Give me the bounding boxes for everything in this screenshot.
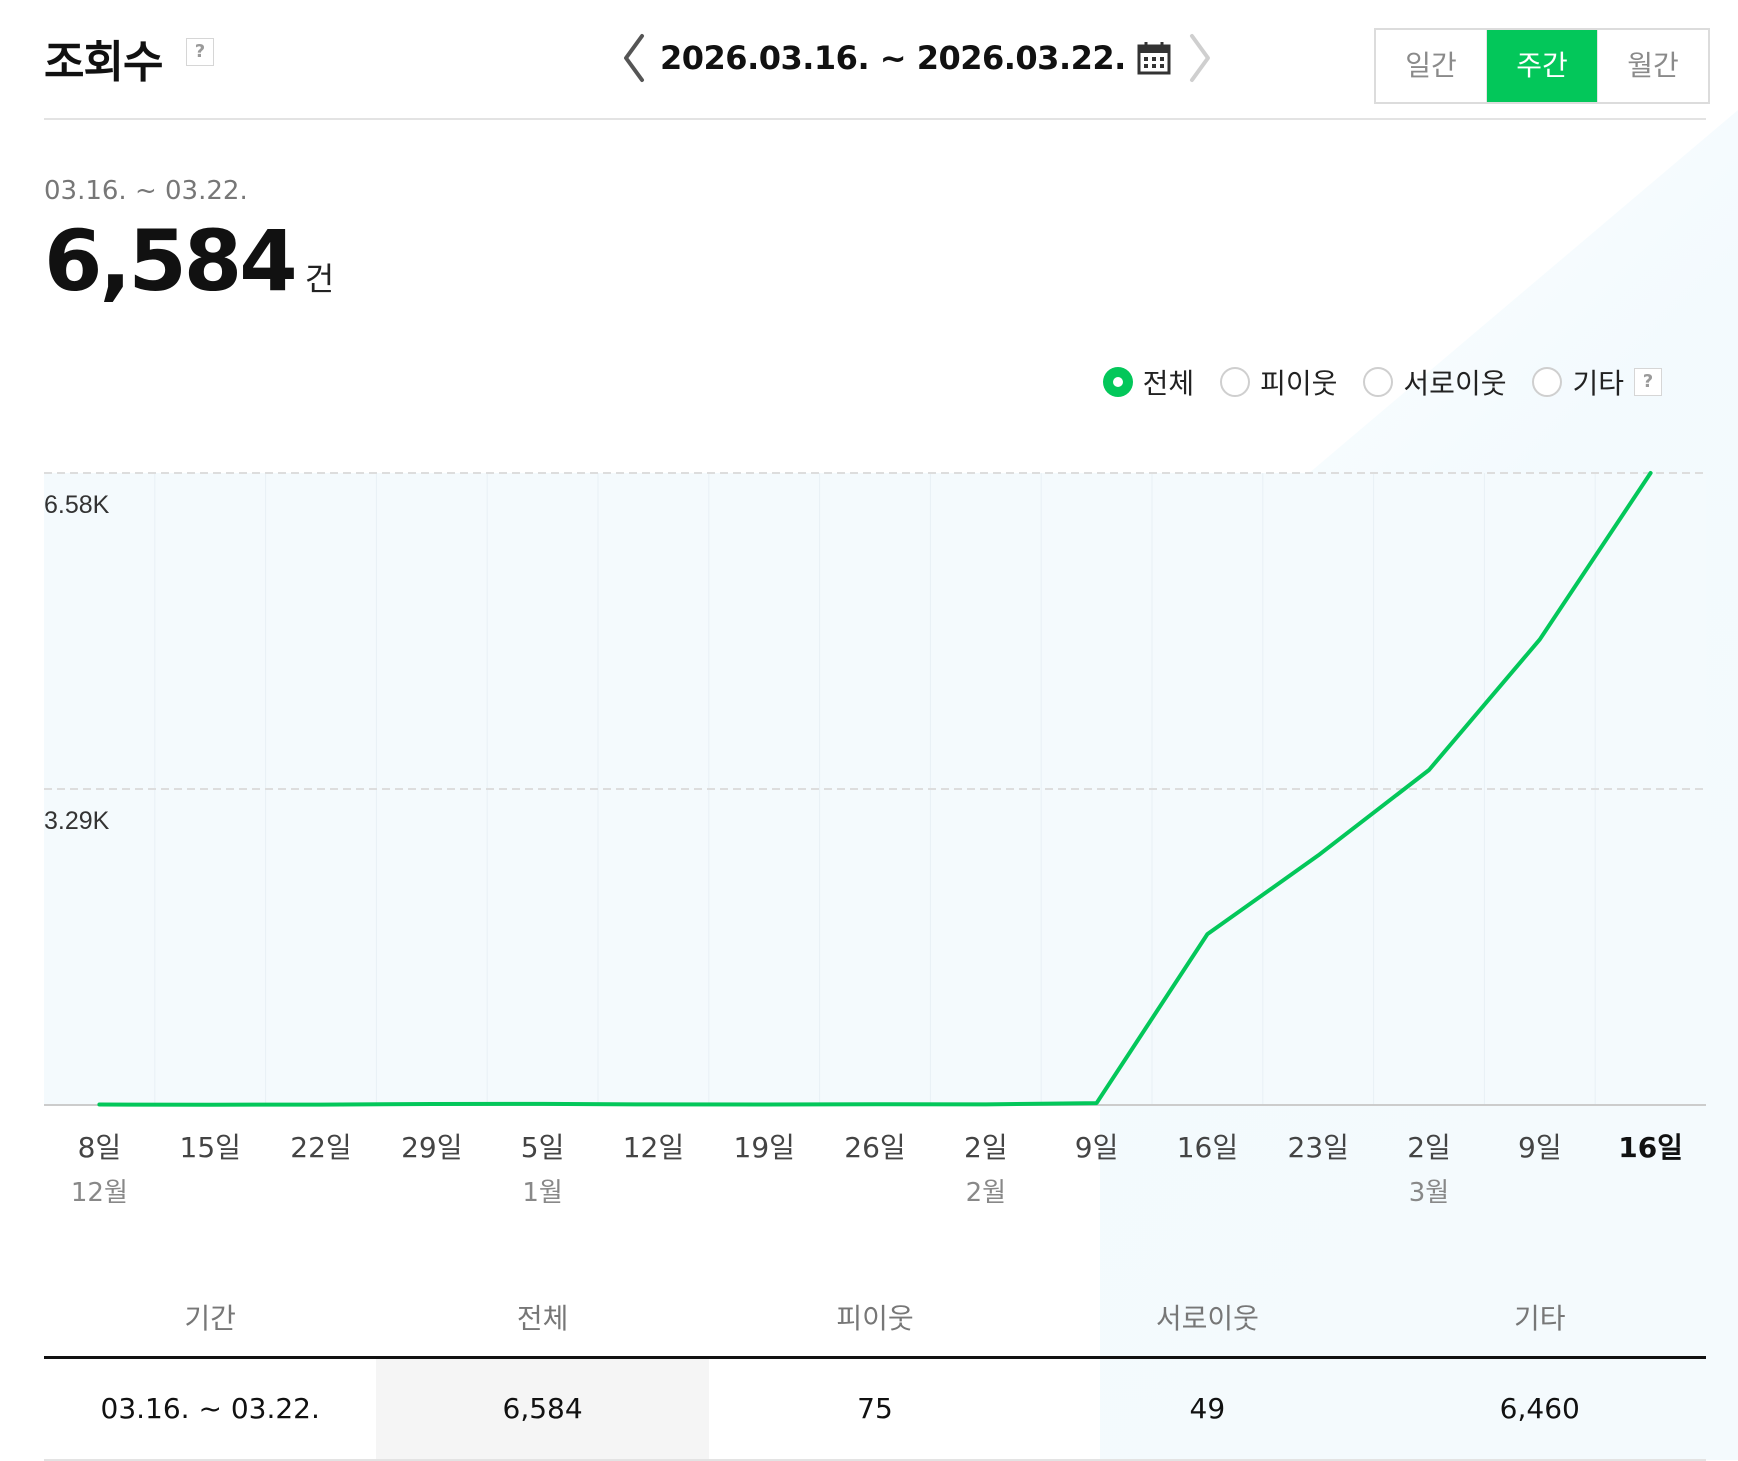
help-icon[interactable]: ? (1634, 368, 1662, 396)
x-tick-label: 22일 (290, 1131, 351, 1164)
radio-checked-icon[interactable] (1103, 367, 1133, 397)
month-label: 3월 (1409, 1178, 1449, 1208)
filter-label: 기타 (1572, 362, 1624, 402)
filter-label: 서로이웃 (1403, 362, 1506, 402)
x-tick-label: 26일 (844, 1131, 905, 1164)
radio-icon[interactable] (1532, 367, 1562, 397)
total-unit: 건 (305, 254, 334, 300)
next-period-button[interactable] (1180, 30, 1220, 86)
x-tick-label: 12일 (623, 1131, 684, 1164)
x-tick-label: 9일 (1075, 1131, 1119, 1164)
chevron-right-icon (1188, 33, 1212, 83)
tab-monthly[interactable]: 월간 (1597, 30, 1708, 102)
table-header-row: 기간 전체 피이웃 서로이웃 기타 (44, 1282, 1706, 1359)
filter-label: 전체 (1143, 362, 1195, 402)
period-tabs: 일간 주간 월간 (1374, 28, 1710, 104)
x-tick-label: 2일 (1407, 1131, 1451, 1164)
summary-range: 03.16. ~ 03.22. (44, 176, 248, 206)
header: 조회수 ? 2026.03.16. ~ 2026.03.22. 일간 주간 월간 (44, 0, 1706, 120)
x-tick-label: 29일 (401, 1131, 462, 1164)
table-row: 03.16. ~ 03.22. 6,584 75 49 6,460 (44, 1359, 1706, 1461)
x-tick-label: 9일 (1518, 1131, 1562, 1164)
x-tick-label: 2일 (964, 1131, 1008, 1164)
x-tick-label: 5일 (521, 1131, 565, 1164)
x-tick-label: 23일 (1288, 1131, 1349, 1164)
date-range-label: 2026.03.16. ~ 2026.03.22. (660, 39, 1126, 77)
x-tick-label: 8일 (78, 1131, 122, 1164)
filter-all[interactable]: 전체 (1103, 362, 1195, 402)
table-cell: 49 (1041, 1359, 1373, 1459)
x-tick-label: 16일 (1618, 1131, 1683, 1164)
month-label: 2월 (966, 1178, 1006, 1208)
column-header: 전체 (376, 1282, 708, 1356)
page-title: 조회수 (44, 26, 162, 90)
y-tick-label: 6.58K (44, 491, 110, 519)
column-header: 서로이웃 (1041, 1282, 1373, 1356)
filter-neighbors[interactable]: 피이웃 (1220, 362, 1337, 402)
chevron-left-icon (622, 33, 646, 83)
date-navigator: 2026.03.16. ~ 2026.03.22. (614, 30, 1220, 86)
tab-weekly[interactable]: 주간 (1486, 30, 1597, 102)
column-header: 기타 (1374, 1282, 1706, 1356)
table-cell: 75 (709, 1359, 1041, 1459)
column-header: 기간 (44, 1282, 376, 1356)
filter-other[interactable]: 기타 (1532, 362, 1624, 402)
x-tick-label: 16일 (1177, 1131, 1238, 1164)
filter-label: 피이웃 (1260, 362, 1337, 402)
help-icon[interactable]: ? (186, 38, 214, 66)
month-label: 1월 (522, 1178, 562, 1208)
y-tick-label: 3.29K (44, 807, 110, 835)
total-value: 6,584 (44, 212, 295, 310)
filter-radio-group: 전체 피이웃 서로이웃 기타 ? (1077, 362, 1662, 402)
tab-daily[interactable]: 일간 (1376, 30, 1486, 102)
radio-icon[interactable] (1363, 367, 1393, 397)
radio-icon[interactable] (1220, 367, 1250, 397)
filter-mutual-neighbors[interactable]: 서로이웃 (1363, 362, 1506, 402)
x-tick-label: 19일 (734, 1131, 795, 1164)
column-header: 피이웃 (709, 1282, 1041, 1356)
table-cell: 6,584 (376, 1359, 708, 1459)
table-cell: 03.16. ~ 03.22. (44, 1359, 376, 1459)
x-tick-label: 15일 (180, 1131, 241, 1164)
table-cell: 6,460 (1374, 1359, 1706, 1459)
month-label: 12월 (71, 1178, 128, 1208)
calendar-icon[interactable] (1136, 40, 1172, 76)
stats-table: 기간 전체 피이웃 서로이웃 기타 03.16. ~ 03.22. 6,584 … (44, 1282, 1706, 1461)
prev-period-button[interactable] (614, 30, 654, 86)
total-views: 6,584 건 (44, 212, 334, 310)
